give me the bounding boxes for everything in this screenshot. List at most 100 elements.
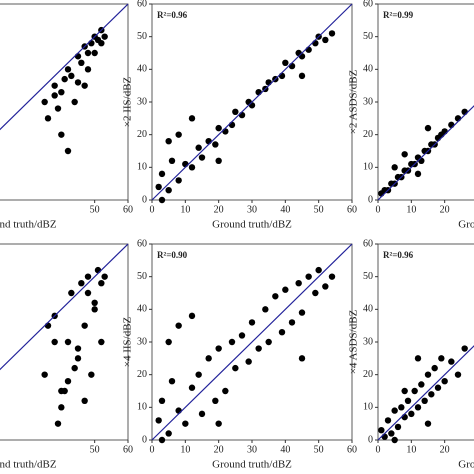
point	[328, 30, 336, 37]
point	[278, 329, 286, 336]
y-tick-label: 20	[137, 369, 147, 380]
x-tick-label: 40	[280, 444, 290, 455]
point	[78, 59, 85, 66]
panel: 0 10 20 0 10 20 30 40 50 60 R²=0.99 Ground t ×2 ASDS…	[348, 0, 474, 231]
point	[188, 115, 196, 122]
point	[394, 423, 402, 431]
point	[205, 138, 212, 145]
point	[155, 417, 162, 424]
point	[424, 124, 432, 132]
point	[461, 345, 468, 352]
point	[431, 364, 438, 372]
point	[272, 293, 279, 300]
point	[388, 430, 395, 437]
y-tick-label: 0	[142, 194, 147, 205]
x-tick-label: 10	[180, 444, 190, 455]
identity-line	[151, 243, 353, 441]
y-tick-label: 40	[363, 304, 373, 315]
point	[238, 111, 246, 119]
point	[71, 364, 78, 372]
point	[245, 358, 252, 365]
point	[381, 433, 388, 440]
point	[248, 102, 256, 109]
y-tick-label: 60	[363, 238, 373, 249]
r2-label: R²=0.99	[383, 10, 414, 20]
x-tick-label: 50	[90, 204, 100, 215]
point	[175, 322, 182, 329]
y-tick-label: 50	[137, 31, 147, 42]
point	[262, 306, 269, 313]
y-tick-label: 10	[363, 162, 373, 173]
panel: 0 10 20 30 40 50 60 0 10 20 30 40 50 60 R²=0.96 Ground …	[122, 0, 357, 231]
point	[198, 410, 206, 418]
point	[44, 322, 52, 329]
point	[91, 299, 98, 306]
point	[168, 157, 176, 164]
point	[158, 170, 166, 178]
point	[441, 378, 448, 385]
point	[64, 66, 72, 73]
point	[298, 53, 306, 60]
y-tick-label: 0	[368, 434, 373, 445]
point	[265, 338, 272, 346]
point	[418, 157, 425, 164]
point	[232, 364, 239, 372]
y-tick-label: 30	[137, 96, 147, 107]
point	[94, 266, 102, 274]
point	[195, 144, 202, 151]
x-tick-label: 30	[247, 444, 257, 455]
panel: 50 60 nd truth/dBZ	[0, 3, 133, 231]
point	[312, 289, 319, 297]
x-tick-label: 0	[376, 444, 381, 455]
point	[414, 355, 422, 362]
x-axis-label: nd truth/dBZ	[0, 459, 57, 471]
point	[215, 124, 222, 132]
point	[91, 49, 98, 57]
y-axis-label: ×2 IIS/dBZ	[122, 76, 134, 127]
x-tick-label: 60	[347, 204, 357, 215]
point	[158, 196, 166, 204]
y-tick-label: 0	[368, 194, 373, 205]
point	[212, 141, 219, 148]
point	[155, 183, 162, 191]
point	[188, 384, 196, 391]
point	[278, 72, 286, 80]
y-tick-label: 40	[137, 304, 147, 315]
point	[175, 131, 182, 138]
identity-line	[377, 345, 474, 441]
point	[88, 371, 95, 378]
point	[84, 289, 92, 297]
point	[298, 72, 306, 80]
identity-line	[0, 3, 129, 131]
point	[98, 280, 105, 287]
plot-frame	[0, 3, 129, 201]
point	[61, 75, 68, 83]
point	[212, 397, 219, 404]
point	[205, 355, 212, 362]
point	[188, 312, 196, 320]
point	[414, 404, 422, 411]
point	[101, 273, 108, 280]
point	[434, 384, 442, 391]
point	[454, 371, 462, 378]
point	[298, 309, 306, 316]
plot-frame	[377, 3, 474, 201]
x-tick-label: 20	[440, 204, 450, 215]
x-tick-label: 50	[90, 444, 100, 455]
point	[74, 79, 82, 86]
point	[265, 79, 272, 86]
point	[64, 147, 72, 155]
point	[195, 371, 202, 378]
y-tick-label: 40	[137, 64, 147, 75]
point	[401, 413, 408, 421]
point	[84, 49, 92, 57]
point	[378, 427, 385, 434]
point	[438, 355, 445, 362]
point	[305, 46, 312, 53]
point	[238, 332, 246, 339]
point	[58, 89, 65, 96]
point	[51, 92, 58, 99]
point	[68, 72, 75, 80]
point	[414, 170, 422, 178]
